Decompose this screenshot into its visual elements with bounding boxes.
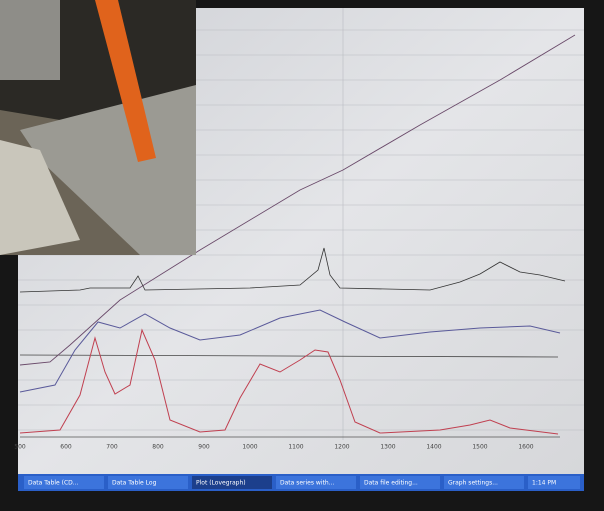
x-tick-label: 800 <box>152 444 164 451</box>
x-tick-label: 500 <box>14 444 26 451</box>
taskbar-label: Data Table (CD... <box>28 480 79 487</box>
x-tick-label: 1500 <box>472 444 487 451</box>
x-tick-label: 1600 <box>518 444 533 451</box>
taskbar-label: 1:14 PM <box>532 480 556 487</box>
x-tick-label: 600 <box>60 444 72 451</box>
x-tick-label: 900 <box>198 444 210 451</box>
taskbar-label: Data series with... <box>280 480 334 487</box>
page: 500 600 700 800 900 1000 1100 1200 1300 1400 1500 1… <box>0 0 604 511</box>
taskbar-label: Plot (Lovegraph) <box>196 480 246 487</box>
taskbar-label: Data file editing... <box>364 480 418 487</box>
x-tick-label: 1000 <box>242 444 257 451</box>
x-tick-label: 1200 <box>334 444 349 451</box>
x-tick-label: 1300 <box>380 444 395 451</box>
inset-photo <box>0 0 196 255</box>
taskbar-label: Data Table Log <box>112 480 157 487</box>
photo: 500 600 700 800 900 1000 1100 1200 1300 1400 1500 1… <box>0 0 604 511</box>
x-tick-label: 1100 <box>288 444 303 451</box>
taskbar-label: Graph settings... <box>448 480 498 487</box>
x-tick-label: 1400 <box>426 444 441 451</box>
x-tick-label: 700 <box>106 444 118 451</box>
